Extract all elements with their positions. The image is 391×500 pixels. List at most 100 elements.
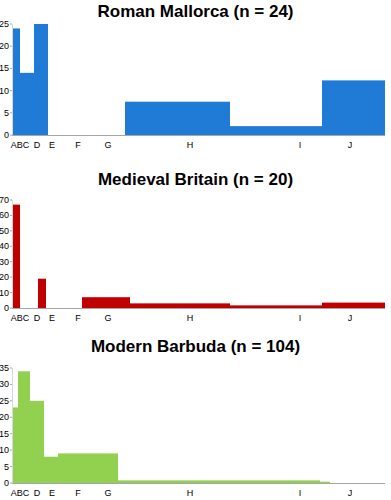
x-axis <box>12 483 385 484</box>
chart-title: Modern Barbuda (n = 104) <box>91 337 300 356</box>
x-axis <box>12 308 385 309</box>
y-tick <box>10 400 12 401</box>
y-tick-label: 0 <box>4 130 9 140</box>
x-tick-label: G <box>104 313 111 323</box>
x-tick-label: J <box>348 488 353 498</box>
chart-title: Roman Mallorca (n = 24) <box>97 2 293 21</box>
bar <box>46 308 82 309</box>
y-tick <box>10 90 12 91</box>
y-tick-label: 40 <box>0 241 9 251</box>
y-tick-label: 70 <box>0 195 9 205</box>
y-tick-label: 15 <box>0 429 9 439</box>
x-tick-label: H <box>187 140 194 150</box>
x-tick-label: J <box>348 140 353 150</box>
x-tick-label: E <box>49 488 55 498</box>
x-tick-label: G <box>104 488 111 498</box>
bar <box>58 453 118 483</box>
bar <box>20 308 38 309</box>
y-tick-label: 5 <box>4 462 9 472</box>
panel: Roman Mallorca (n = 24) 0 5 10 15 20 25 ABC DE F G… <box>0 2 385 150</box>
bar <box>48 135 125 136</box>
y-axis <box>12 200 13 308</box>
x-tick-label: ABC <box>11 488 30 498</box>
y-tick <box>10 200 12 201</box>
y-tick <box>10 215 12 216</box>
bar <box>118 480 320 483</box>
x-tick-label: E <box>49 313 55 323</box>
y-tick-label: 60 <box>0 210 9 220</box>
x-tick-label: F <box>75 488 81 498</box>
y-tick-label: 30 <box>0 379 9 389</box>
y-tick <box>10 135 12 136</box>
y-tick-label: 10 <box>0 86 9 96</box>
bar <box>322 80 385 135</box>
x-tick-label: D <box>34 313 41 323</box>
y-tick-label: 10 <box>0 288 9 298</box>
bar <box>230 126 322 135</box>
bars <box>12 24 385 135</box>
y-tick-label: 20 <box>0 412 9 422</box>
chart-root: Roman Mallorca (n = 24)0510152025ABCDEFG… <box>0 0 391 500</box>
y-axis <box>12 368 13 483</box>
y-tick <box>10 24 12 25</box>
bar <box>12 205 20 308</box>
y-tick-label: 10 <box>0 445 9 455</box>
bar <box>30 401 44 483</box>
y-tick <box>10 450 12 451</box>
y-tick <box>10 277 12 278</box>
x-tick-label: I <box>299 313 302 323</box>
y-tick-label: 0 <box>4 303 9 313</box>
x-tick-label: I <box>299 488 302 498</box>
bar <box>322 303 385 308</box>
y-tick-label: 35 <box>0 363 9 373</box>
y-tick-label: 20 <box>0 41 9 51</box>
y-tick-label: 25 <box>0 19 9 29</box>
x-tick-label: G <box>104 140 111 150</box>
bar <box>230 305 322 308</box>
y-tick <box>10 261 12 262</box>
y-tick <box>10 308 12 309</box>
y-tick <box>10 384 12 385</box>
panel: Medieval Britain (n = 20)010203040506070… <box>0 170 385 323</box>
y-tick <box>10 483 12 484</box>
y-tick-label: 30 <box>0 257 9 267</box>
y-tick-label: 5 <box>4 108 9 118</box>
y-tick <box>10 292 12 293</box>
bar <box>20 73 34 135</box>
x-axis <box>12 135 385 136</box>
x-tick-label: ABC <box>11 313 30 323</box>
bar <box>34 24 48 135</box>
bar <box>82 297 130 308</box>
y-tick-label: 15 <box>0 63 9 73</box>
bar <box>44 457 58 483</box>
y-tick <box>10 46 12 47</box>
x-tick-label: J <box>348 313 353 323</box>
bar <box>320 482 330 483</box>
bar <box>18 371 30 483</box>
bar <box>38 279 46 308</box>
x-tick-label: E <box>49 140 55 150</box>
x-tick-label: D <box>34 488 41 498</box>
y-tick <box>10 68 12 69</box>
x-tick-label: ABC <box>11 140 30 150</box>
y-tick <box>10 368 12 369</box>
y-tick <box>10 230 12 231</box>
x-tick-label: H <box>187 488 194 498</box>
x-tick-label: F <box>75 313 81 323</box>
y-tick-label: 25 <box>0 396 9 406</box>
y-tick-label: 20 <box>0 272 9 282</box>
x-tick-label: I <box>299 140 302 150</box>
bars <box>12 371 330 483</box>
bars <box>12 205 385 308</box>
y-tick <box>10 466 12 467</box>
y-tick <box>10 417 12 418</box>
bar <box>130 303 230 308</box>
y-tick-label: 50 <box>0 226 9 236</box>
y-axis <box>12 24 13 135</box>
bar <box>125 102 230 135</box>
x-tick-label: F <box>75 140 81 150</box>
y-tick-label: 0 <box>4 478 9 488</box>
y-tick <box>10 433 12 434</box>
x-tick-label: D <box>34 140 41 150</box>
y-tick <box>10 246 12 247</box>
